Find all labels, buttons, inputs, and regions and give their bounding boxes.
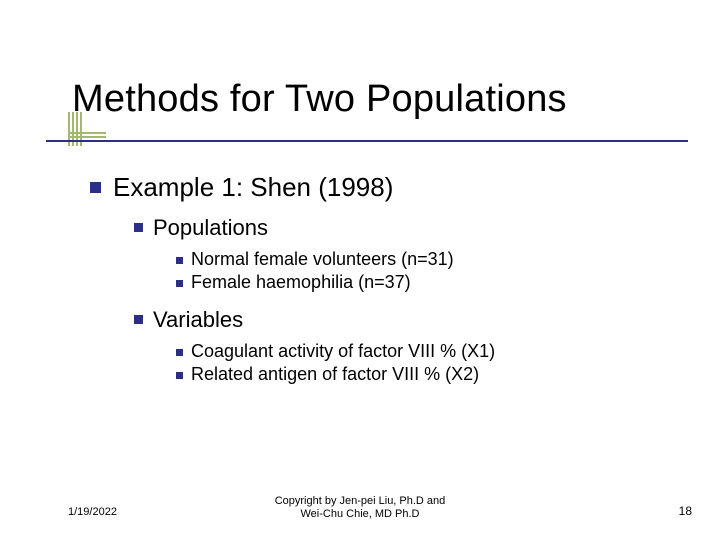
- square-bullet-icon: [176, 280, 183, 287]
- lvl3-text: Female haemophilia (n=37): [191, 272, 411, 293]
- square-bullet-icon: [134, 315, 143, 324]
- title-block: Methods for Two Populations: [72, 78, 690, 121]
- square-bullet-icon: [134, 223, 143, 232]
- lvl1-text: Example 1: Shen (1998): [113, 172, 393, 203]
- slide: Methods for Two Populations Example 1: S…: [0, 0, 720, 540]
- list-item: Variables: [134, 307, 680, 333]
- lvl2-text: Variables: [153, 307, 243, 333]
- content-body: Example 1: Shen (1998) Populations Norma…: [90, 172, 680, 399]
- list-item: Female haemophilia (n=37): [176, 272, 680, 293]
- page-number: 18: [679, 504, 692, 518]
- list-item: Populations: [134, 215, 680, 241]
- copyright-line2: Wei-Chu Chie, MD Ph.D: [301, 508, 420, 520]
- square-bullet-icon: [176, 257, 183, 264]
- page-title: Methods for Two Populations: [72, 78, 690, 121]
- square-bullet-icon: [176, 372, 183, 379]
- lvl2-text: Populations: [153, 215, 268, 241]
- square-bullet-icon: [176, 349, 183, 356]
- lvl3-text: Coagulant activity of factor VIII % (X1): [191, 341, 495, 362]
- list-item: Normal female volunteers (n=31): [176, 249, 680, 270]
- list-item: Related antigen of factor VIII % (X2): [176, 364, 680, 385]
- lvl3-text: Normal female volunteers (n=31): [191, 249, 454, 270]
- footer-copyright: Copyright by Jen-pei Liu, Ph.D and Wei-C…: [0, 495, 720, 523]
- copyright-line1: Copyright by Jen-pei Liu, Ph.D and: [275, 495, 446, 507]
- list-item: Coagulant activity of factor VIII % (X1): [176, 341, 680, 362]
- list-item: Example 1: Shen (1998): [90, 172, 680, 203]
- square-bullet-icon: [90, 182, 101, 193]
- lvl3-text: Related antigen of factor VIII % (X2): [191, 364, 479, 385]
- title-underline: [46, 140, 688, 142]
